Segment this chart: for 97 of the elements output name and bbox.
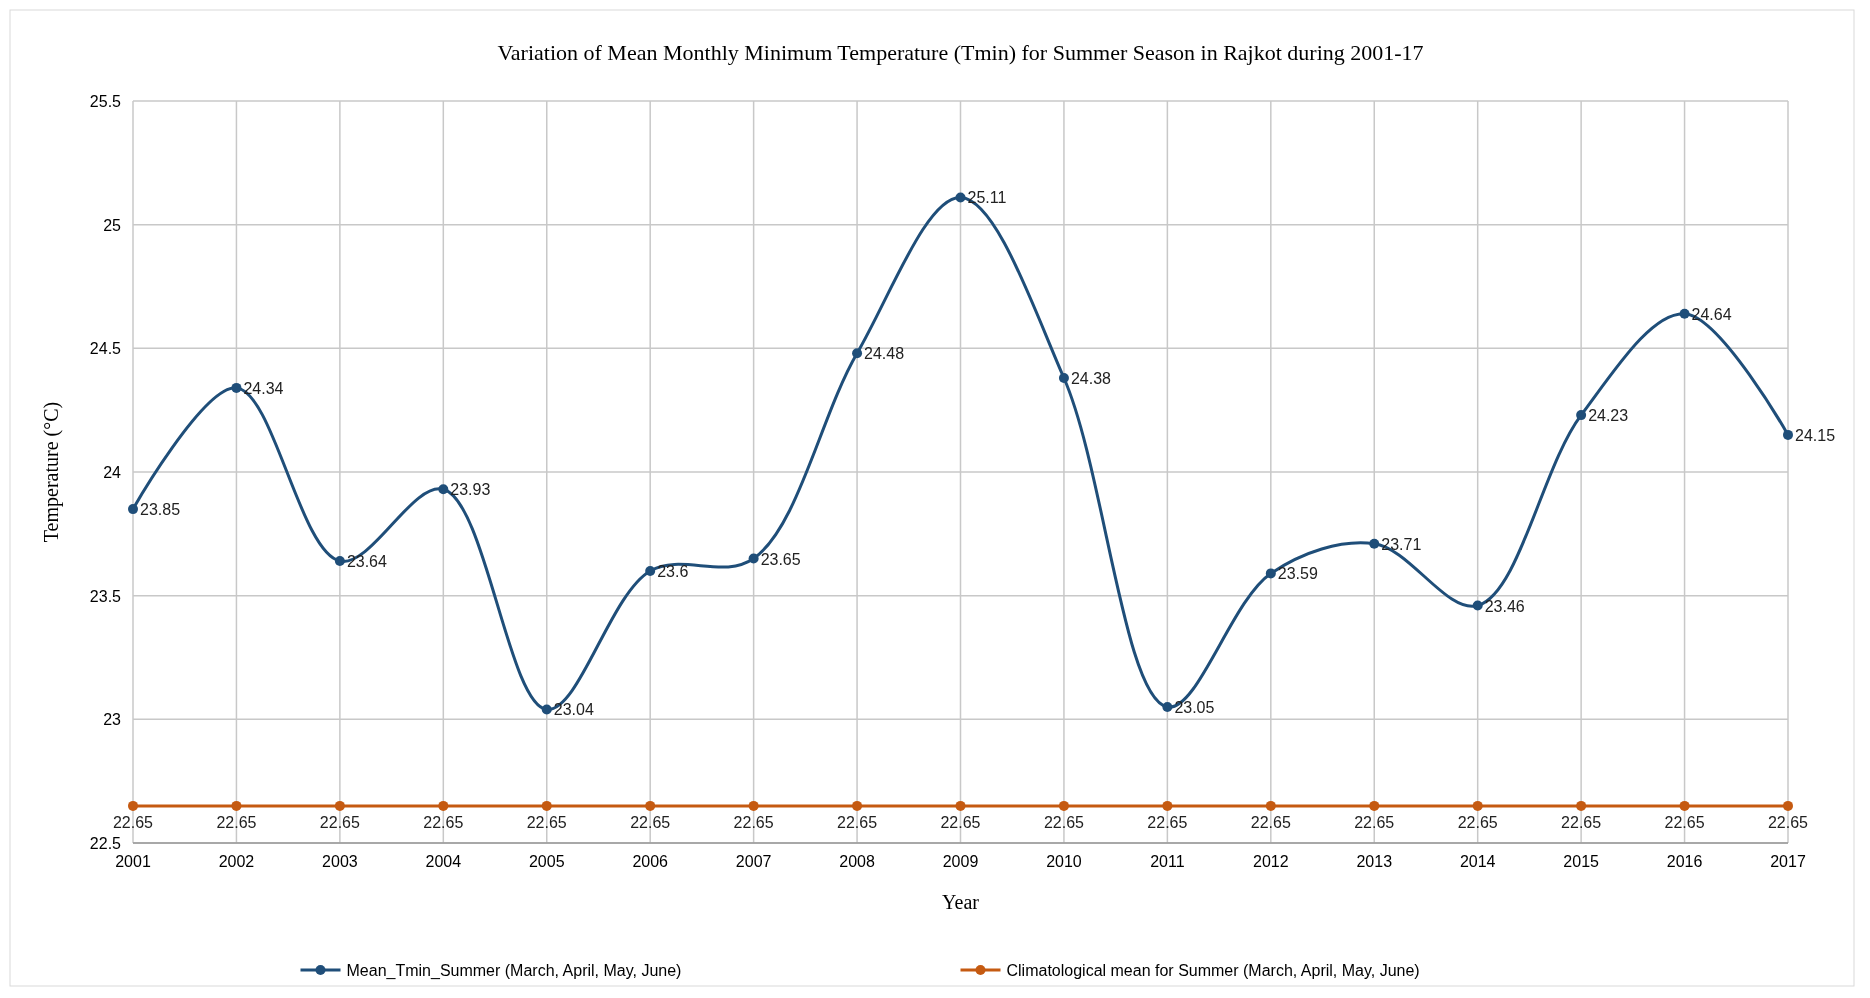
x-tick-label: 2013 xyxy=(1356,853,1393,870)
data-label: 22.65 xyxy=(216,813,257,831)
y-tick-label: 22.5 xyxy=(89,835,122,852)
data-label: 23.6 xyxy=(657,562,689,580)
y-tick-label: 23.5 xyxy=(89,587,122,605)
data-label: 24.48 xyxy=(864,345,905,363)
x-tick-label: 2001 xyxy=(115,853,151,870)
data-label: 22.65 xyxy=(1767,813,1809,831)
x-tick-label: 2006 xyxy=(632,853,669,870)
point xyxy=(1472,800,1483,811)
data-label: 22.65 xyxy=(1250,813,1291,831)
data-label: 22.65 xyxy=(733,813,774,831)
legend-label: Climatological mean for Summer (March, April, May, June) xyxy=(1006,962,1420,979)
chart-title: Variation of Mean Monthly Minimum Temperature (Tmin) for Summer Season in Rajkot during 2001-17 xyxy=(497,40,1424,65)
data-label: 23.05 xyxy=(1174,698,1215,716)
data-label: 23.93 xyxy=(450,481,491,499)
point xyxy=(334,556,345,567)
point xyxy=(438,800,449,811)
data-label: 22.65 xyxy=(940,813,981,831)
data-label: 23.04 xyxy=(553,701,594,719)
data-label: 23.46 xyxy=(1484,597,1525,615)
data-label: 24.15 xyxy=(1795,426,1836,444)
data-label: 22.65 xyxy=(423,813,464,831)
point xyxy=(1576,800,1587,811)
point xyxy=(1783,800,1793,811)
point xyxy=(128,504,138,515)
point xyxy=(1679,308,1690,319)
data-label: 22.65 xyxy=(1147,813,1188,831)
point xyxy=(645,565,656,576)
y-tick-label: 24 xyxy=(103,464,122,481)
data-label: 23.59 xyxy=(1277,565,1318,583)
point xyxy=(1369,538,1380,549)
data-label: 22.65 xyxy=(1561,813,1602,831)
x-tick-label: 2009 xyxy=(942,853,979,870)
point xyxy=(1265,568,1276,579)
data-label: 22.65 xyxy=(112,813,154,831)
data-label: 24.38 xyxy=(1070,370,1112,388)
point xyxy=(231,800,242,811)
x-axis-title: Year xyxy=(942,891,980,913)
data-label: 22.65 xyxy=(1354,813,1395,831)
point xyxy=(645,800,656,811)
point xyxy=(748,553,759,564)
y-tick-label: 25.5 xyxy=(89,93,122,110)
data-label: 24.23 xyxy=(1588,407,1629,425)
point xyxy=(231,382,242,393)
x-tick-label: 2010 xyxy=(1046,853,1082,870)
y-tick-label: 23 xyxy=(103,711,122,729)
data-label: 22.65 xyxy=(1457,813,1498,831)
x-tick-label: 2015 xyxy=(1563,853,1600,870)
x-tick-label: 2003 xyxy=(322,853,358,870)
data-label: 25.11 xyxy=(967,189,1007,207)
point xyxy=(1162,800,1173,811)
point xyxy=(334,800,345,811)
point xyxy=(1058,373,1069,384)
y-tick-label: 24.5 xyxy=(89,340,122,358)
x-tick-label: 2004 xyxy=(425,853,462,870)
point xyxy=(748,800,759,811)
point xyxy=(1679,800,1690,811)
point xyxy=(955,800,966,811)
data-label: 22.65 xyxy=(1664,813,1705,831)
point xyxy=(128,800,138,811)
data-label: 22.65 xyxy=(526,813,567,831)
y-axis-title: Temperature (°C) xyxy=(40,401,63,543)
x-tick-label: 2011 xyxy=(1150,853,1185,870)
x-tick-label: 2017 xyxy=(1770,853,1806,870)
x-tick-label: 2016 xyxy=(1666,853,1703,870)
point xyxy=(852,800,863,811)
x-tick-label: 2014 xyxy=(1459,853,1496,870)
data-label: 22.65 xyxy=(319,813,360,831)
data-label: 23.71 xyxy=(1381,535,1422,553)
point xyxy=(541,800,552,811)
x-tick-label: 2002 xyxy=(218,853,255,870)
x-tick-label: 2005 xyxy=(528,853,565,870)
point xyxy=(541,704,552,715)
point xyxy=(1162,701,1173,712)
data-label: 23.65 xyxy=(760,550,801,568)
data-label: 23.64 xyxy=(346,553,388,571)
data-label: 24.34 xyxy=(243,379,284,397)
data-label: 22.65 xyxy=(630,813,671,831)
point xyxy=(1058,800,1069,811)
point xyxy=(852,348,863,359)
data-label: 22.65 xyxy=(837,813,878,831)
point xyxy=(955,192,966,203)
data-label: 22.65 xyxy=(1043,813,1085,831)
data-label: 24.64 xyxy=(1691,305,1732,323)
point xyxy=(1369,800,1380,811)
x-tick-label: 2012 xyxy=(1253,853,1289,870)
x-tick-label: 2008 xyxy=(839,853,875,870)
data-label: 23.85 xyxy=(140,501,181,519)
point xyxy=(438,484,449,495)
x-tick-label: 2007 xyxy=(735,853,772,870)
point xyxy=(1265,800,1276,811)
point xyxy=(1576,410,1587,421)
point xyxy=(1783,429,1793,440)
point xyxy=(1472,600,1483,611)
legend-label: Mean_Tmin_Summer (March, April, May, June) xyxy=(346,962,682,980)
y-tick-label: 25 xyxy=(103,216,122,234)
